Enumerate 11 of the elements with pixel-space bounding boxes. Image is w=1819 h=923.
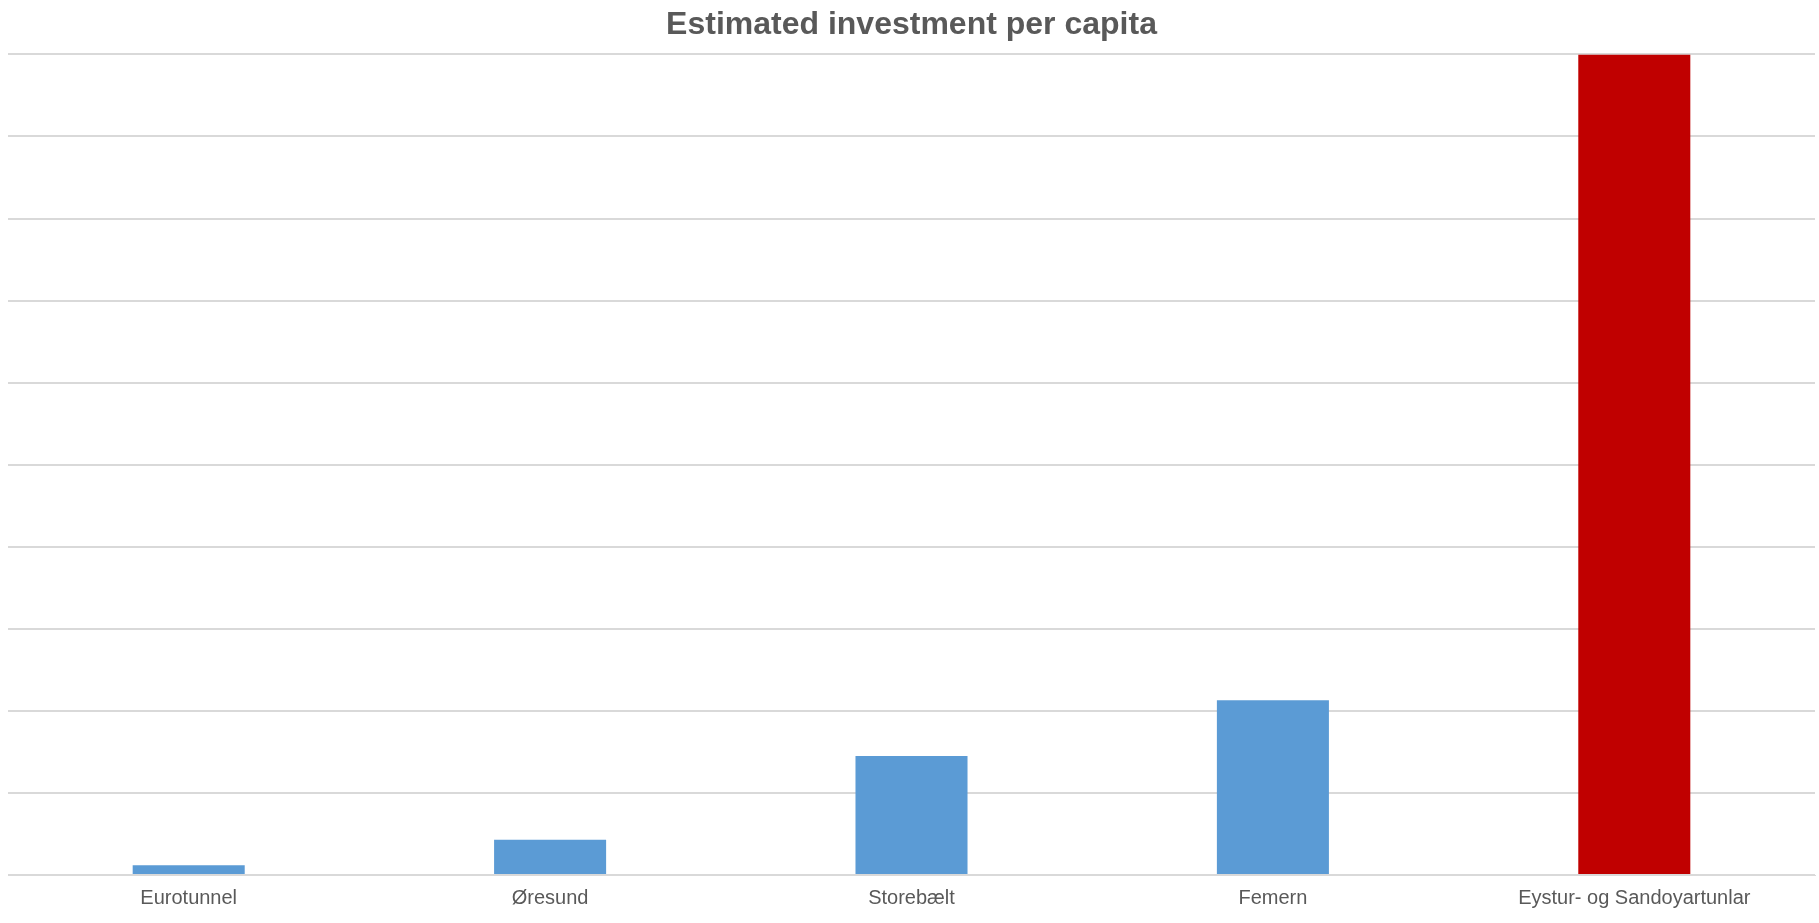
x-tick-label: Eurotunnel [140, 885, 238, 908]
x-tick-label: Femern [1238, 885, 1308, 908]
x-tick-label: Øresund [511, 885, 589, 908]
bar [1578, 54, 1691, 874]
bar [1216, 700, 1329, 874]
x-tick-label: Storebælt [868, 885, 956, 908]
bar [855, 756, 968, 874]
bar [132, 865, 245, 874]
x-tick-label: Eystur- og Sandoyartunlar [1518, 885, 1751, 908]
chart-title: Estimated investment per capita [666, 5, 1158, 42]
bar [494, 839, 607, 874]
